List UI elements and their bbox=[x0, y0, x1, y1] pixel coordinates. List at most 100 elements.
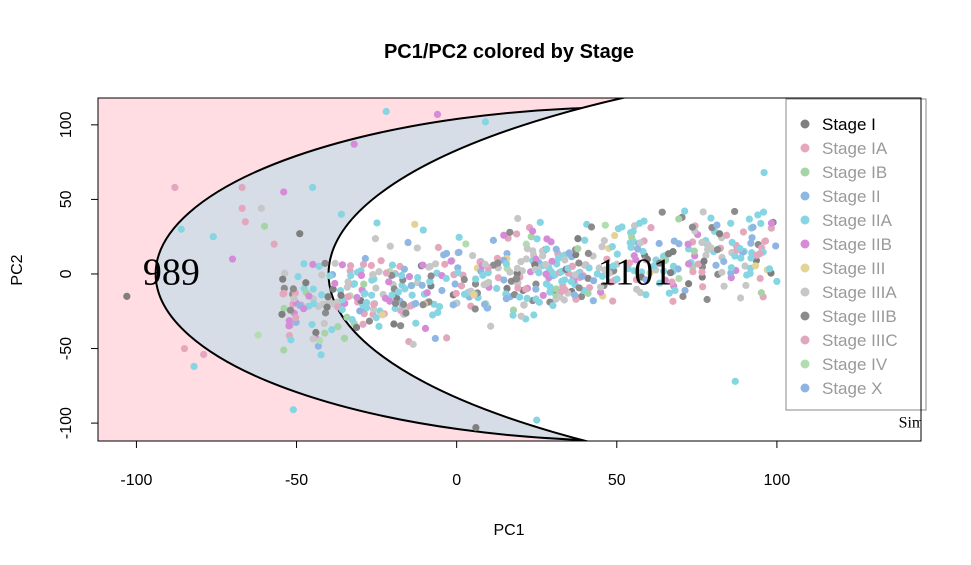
data-point bbox=[400, 265, 408, 273]
data-point bbox=[326, 272, 334, 280]
cluster-label: 989 bbox=[143, 251, 200, 293]
data-point bbox=[607, 278, 615, 286]
data-point bbox=[435, 302, 444, 311]
data-point bbox=[123, 292, 131, 300]
data-point bbox=[238, 183, 246, 192]
data-point bbox=[598, 243, 606, 251]
data-point bbox=[373, 219, 381, 227]
data-point bbox=[630, 267, 638, 275]
data-point bbox=[359, 320, 367, 328]
data-point bbox=[727, 219, 735, 227]
data-point bbox=[636, 239, 645, 247]
data-point bbox=[452, 289, 460, 298]
data-point bbox=[315, 262, 323, 270]
data-point bbox=[628, 233, 636, 241]
data-point bbox=[589, 297, 597, 305]
data-point bbox=[431, 334, 439, 343]
data-point bbox=[581, 236, 589, 244]
data-point bbox=[423, 289, 431, 297]
data-point bbox=[171, 183, 179, 192]
data-point bbox=[633, 285, 641, 293]
data-point bbox=[500, 276, 508, 284]
data-point bbox=[289, 285, 297, 293]
data-point bbox=[608, 243, 616, 251]
data-point bbox=[624, 265, 632, 273]
data-point bbox=[372, 284, 380, 292]
data-point bbox=[338, 306, 346, 314]
data-point bbox=[595, 264, 603, 272]
data-point bbox=[699, 208, 707, 216]
data-point bbox=[503, 249, 511, 258]
data-point bbox=[772, 242, 780, 250]
data-point bbox=[407, 282, 415, 290]
data-point bbox=[523, 244, 531, 253]
data-point bbox=[443, 334, 451, 342]
data-point bbox=[655, 239, 663, 248]
data-point bbox=[618, 223, 626, 231]
data-point bbox=[368, 291, 376, 299]
data-point bbox=[433, 110, 442, 119]
data-point bbox=[765, 265, 774, 273]
legend-label: Stage IIB bbox=[822, 235, 892, 254]
data-point bbox=[316, 336, 324, 345]
data-point bbox=[347, 272, 355, 280]
data-point bbox=[650, 262, 658, 270]
data-point bbox=[401, 285, 409, 293]
data-point bbox=[514, 214, 522, 223]
data-point bbox=[472, 275, 480, 283]
y-tick-label: -50 bbox=[58, 337, 75, 360]
data-point bbox=[280, 188, 288, 196]
data-point bbox=[289, 406, 297, 414]
data-point bbox=[689, 268, 697, 276]
data-point bbox=[411, 220, 419, 228]
data-point bbox=[589, 277, 598, 285]
data-point bbox=[660, 267, 668, 275]
data-point bbox=[285, 317, 293, 325]
data-point bbox=[344, 278, 352, 286]
data-point bbox=[317, 351, 325, 359]
data-point bbox=[281, 269, 289, 277]
data-point bbox=[514, 284, 522, 292]
data-point bbox=[460, 290, 469, 298]
data-point bbox=[419, 226, 427, 234]
data-point bbox=[570, 291, 579, 299]
data-point bbox=[767, 224, 775, 232]
data-point bbox=[532, 285, 540, 293]
data-point bbox=[257, 204, 265, 212]
data-point bbox=[280, 289, 288, 298]
data-point bbox=[661, 257, 669, 265]
data-point bbox=[414, 273, 422, 282]
data-point bbox=[549, 302, 557, 310]
data-point bbox=[741, 262, 749, 270]
data-point bbox=[309, 260, 317, 269]
data-point bbox=[643, 255, 651, 263]
legend-label: Stage IIA bbox=[822, 211, 893, 230]
data-point bbox=[523, 294, 531, 302]
data-point bbox=[180, 344, 189, 353]
data-point bbox=[542, 280, 551, 288]
data-point bbox=[634, 245, 642, 253]
data-point bbox=[743, 271, 751, 279]
data-point bbox=[481, 260, 489, 268]
data-point bbox=[756, 250, 764, 258]
data-point bbox=[539, 291, 547, 300]
data-point bbox=[503, 284, 511, 292]
data-point bbox=[329, 285, 337, 293]
data-point bbox=[494, 274, 502, 282]
data-point bbox=[470, 291, 478, 299]
data-point bbox=[727, 269, 735, 277]
data-point bbox=[454, 269, 462, 277]
legend-swatch bbox=[800, 263, 810, 273]
legend-label: Stage IIIC bbox=[822, 331, 898, 350]
data-point bbox=[728, 238, 736, 247]
data-point bbox=[426, 277, 434, 286]
data-point bbox=[209, 233, 217, 241]
data-point bbox=[365, 317, 374, 325]
data-point bbox=[287, 336, 295, 344]
data-point bbox=[560, 296, 568, 304]
data-point bbox=[613, 250, 621, 258]
data-point bbox=[509, 311, 517, 319]
x-tick-label: -50 bbox=[285, 472, 308, 489]
data-point bbox=[739, 228, 748, 236]
